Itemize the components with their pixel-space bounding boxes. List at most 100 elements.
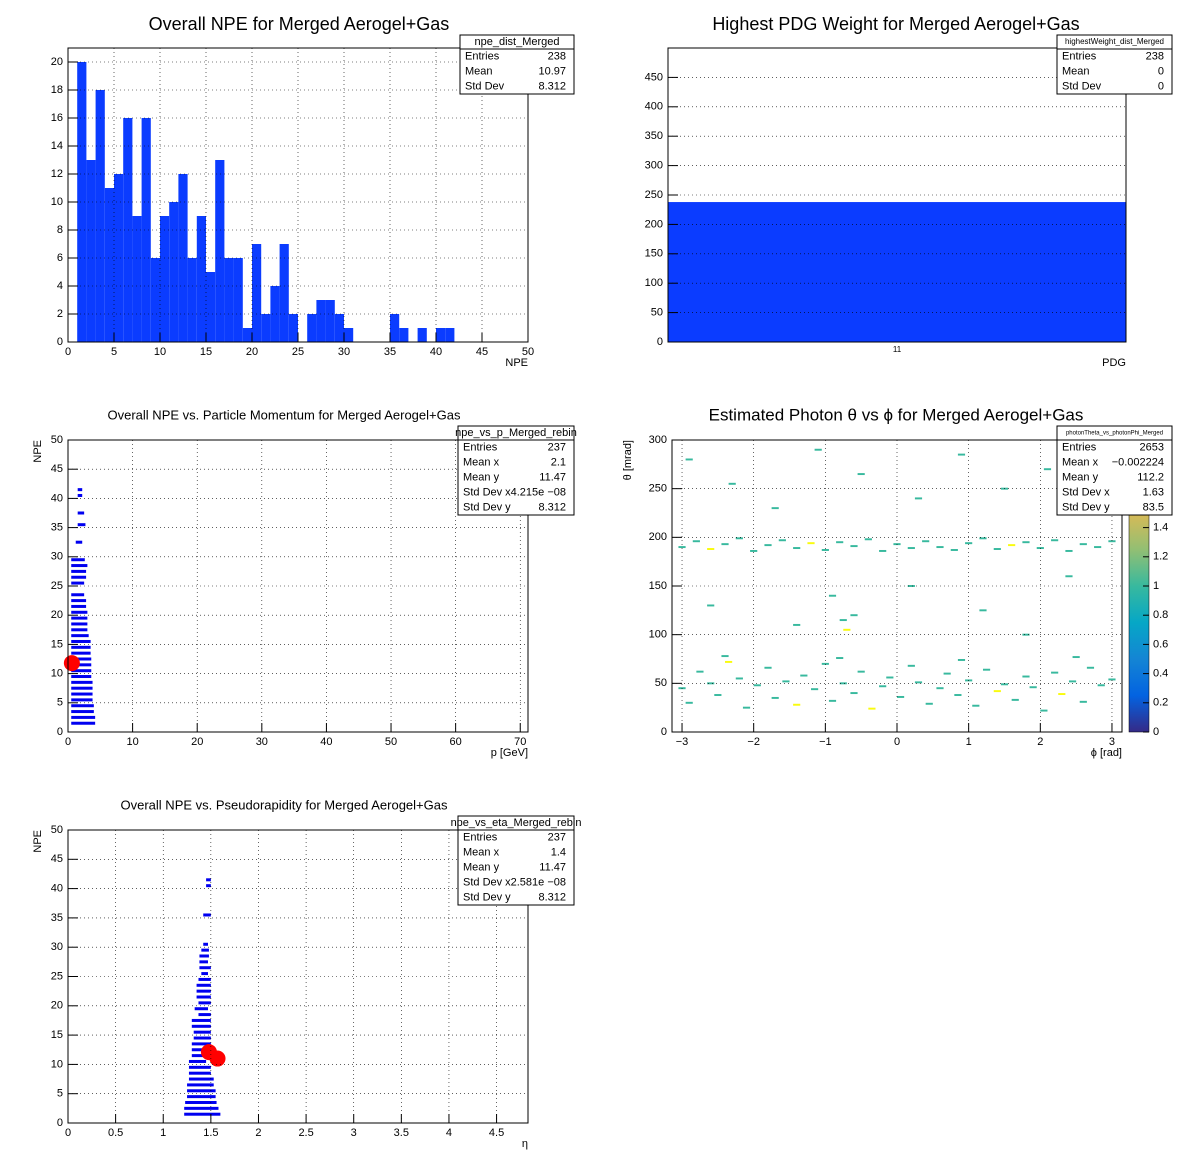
stats-label: Mean x <box>463 846 500 858</box>
x-tick-label: 1.5 <box>203 1127 218 1139</box>
cell <box>954 694 962 696</box>
plot-frame <box>67 829 529 1124</box>
stats-label: Std Dev x <box>1062 486 1110 498</box>
cell <box>707 548 715 550</box>
x-tick-label: 2 <box>255 1127 261 1139</box>
cell <box>71 604 87 608</box>
cell <box>75 540 83 544</box>
bar <box>307 314 317 342</box>
z-tick-label: 0.6 <box>1153 638 1168 650</box>
cell <box>71 680 93 684</box>
cell <box>778 539 786 542</box>
cell <box>71 634 89 638</box>
y-tick-label: 400 <box>645 101 663 113</box>
cell <box>1065 575 1073 578</box>
y-tick-label: 25 <box>51 970 63 982</box>
x-axis-title: NPE <box>505 357 528 369</box>
stats-label: Std Dev y <box>1062 501 1110 513</box>
cell <box>187 1095 216 1099</box>
chart-title: Estimated Photon θ vs ϕ for Merged Aerog… <box>709 405 1084 424</box>
cell <box>187 1083 214 1087</box>
z-tick-label: 1.4 <box>1153 522 1168 534</box>
cell <box>879 685 887 688</box>
x-tick-label: 2.5 <box>298 1127 313 1139</box>
stats-label: Std Dev y <box>463 501 511 513</box>
cell <box>71 581 85 585</box>
stats-name: highestWeight_dist_Merged <box>1065 37 1164 46</box>
bar <box>104 188 114 342</box>
stats-box <box>1056 425 1173 516</box>
stats-value: 8.312 <box>538 501 566 513</box>
cell <box>750 549 758 552</box>
stats-value: 1.4 <box>551 846 566 858</box>
stats-box <box>1056 34 1173 95</box>
x-tick-label: −3 <box>676 736 689 748</box>
plot-frame <box>667 47 1127 343</box>
x-tick-label: 3 <box>351 1127 357 1139</box>
cell <box>194 1007 208 1011</box>
y-tick-label: 12 <box>51 168 63 180</box>
cell <box>685 458 693 461</box>
cell <box>201 948 209 952</box>
cell <box>71 593 85 597</box>
cell <box>957 453 966 456</box>
cell <box>993 548 1001 550</box>
bar <box>390 314 400 342</box>
cell <box>71 715 96 719</box>
bar <box>344 328 354 342</box>
chart-title: Highest PDG Weight for Merged Aerogel+Ga… <box>712 14 1079 34</box>
bar <box>123 118 133 342</box>
stats-label: Std Dev x <box>463 486 511 498</box>
cell <box>196 995 211 999</box>
x-tick-label: 60 <box>450 736 462 748</box>
chart-title: Overall NPE vs. Pseudorapidity for Merge… <box>121 797 448 812</box>
cell <box>793 623 801 626</box>
cell <box>925 702 933 705</box>
bar <box>141 118 151 342</box>
x-tick-label: 10 <box>154 346 166 358</box>
cell <box>1058 693 1066 696</box>
stats-label: Std Dev x <box>463 876 511 888</box>
x-tick-label: 20 <box>246 346 258 358</box>
cell <box>71 616 88 620</box>
x-tick-label: 11 <box>893 345 902 354</box>
y-tick-label: 15 <box>51 1029 63 1041</box>
cell <box>807 542 815 545</box>
cell <box>836 541 844 544</box>
cell <box>1000 683 1009 686</box>
stats-value: 11.47 <box>539 861 566 873</box>
x-tick-label: 50 <box>385 736 397 748</box>
cell <box>1008 544 1016 547</box>
cell <box>1022 675 1030 678</box>
cell <box>764 544 772 547</box>
cell <box>782 680 790 683</box>
x-tick-label: 2 <box>1037 736 1043 748</box>
cell <box>1108 678 1116 681</box>
cell <box>77 511 85 515</box>
cell <box>721 655 729 658</box>
y-tick-label: 30 <box>51 551 63 563</box>
bar <box>325 300 335 342</box>
x-tick-label: 4.5 <box>489 1127 504 1139</box>
cell <box>1043 468 1052 471</box>
cell <box>678 546 686 549</box>
stats-label: Entries <box>1062 50 1097 62</box>
mean-point <box>63 655 80 672</box>
cell <box>857 473 865 476</box>
cell <box>982 668 991 671</box>
y-tick-label: 150 <box>649 580 667 592</box>
bar <box>178 174 188 342</box>
cell <box>193 1036 211 1040</box>
cell <box>71 558 85 562</box>
x-axis-title: p [GeV] <box>491 747 528 759</box>
stats-label: Mean y <box>463 471 500 483</box>
cell <box>907 585 915 587</box>
bar <box>316 300 326 342</box>
x-tick-label: −2 <box>747 736 760 748</box>
stats-label: Mean <box>1062 65 1090 77</box>
cell <box>828 594 837 597</box>
x-tick-label: 35 <box>384 346 396 358</box>
y-tick-label: 45 <box>51 853 63 865</box>
cell <box>685 701 693 704</box>
